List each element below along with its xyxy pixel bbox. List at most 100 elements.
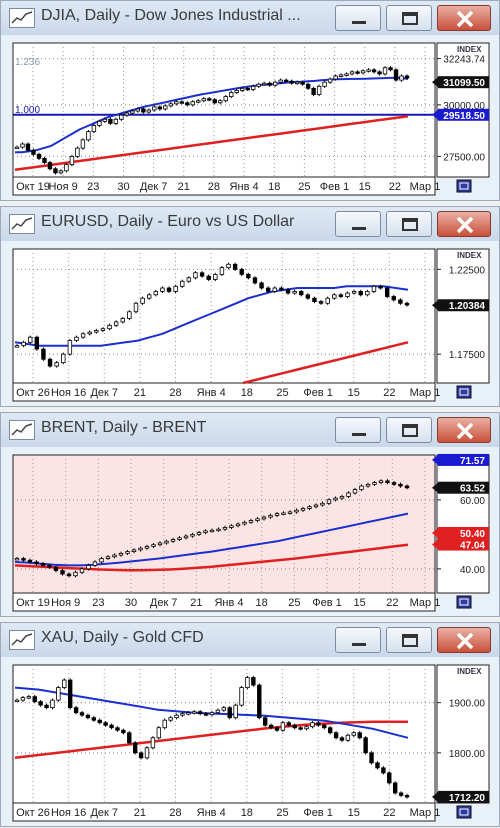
candle-body[interactable] bbox=[304, 726, 309, 730]
candle-body[interactable] bbox=[261, 82, 267, 86]
candle-body[interactable] bbox=[385, 480, 390, 484]
candle-body[interactable] bbox=[156, 727, 162, 739]
candle-body[interactable] bbox=[267, 82, 272, 86]
candle-body[interactable] bbox=[359, 485, 364, 490]
candle-body[interactable] bbox=[209, 712, 215, 716]
candle-body[interactable] bbox=[355, 71, 360, 74]
candle-body[interactable] bbox=[86, 131, 91, 141]
candle-body[interactable] bbox=[196, 100, 201, 103]
candle-body[interactable] bbox=[268, 724, 274, 729]
candle-body[interactable] bbox=[174, 101, 179, 105]
candle-body[interactable] bbox=[146, 109, 152, 113]
candle-body[interactable] bbox=[294, 509, 299, 513]
candle-body[interactable] bbox=[229, 92, 234, 98]
candle-body[interactable] bbox=[392, 782, 398, 794]
candle-body[interactable] bbox=[333, 497, 338, 501]
candle-body[interactable] bbox=[14, 558, 20, 561]
candle-body[interactable] bbox=[168, 103, 174, 107]
candle-body[interactable] bbox=[140, 297, 145, 304]
candle-body[interactable] bbox=[174, 714, 179, 719]
candle-body[interactable] bbox=[207, 98, 212, 101]
price-chart[interactable]: Окт 26 Ноя 16 Дек 7 21 28 Янв 4 18 25 Фев 1 15 22 М… bbox=[7, 245, 495, 408]
candle-body[interactable] bbox=[151, 544, 156, 547]
candle-body[interactable] bbox=[75, 147, 80, 157]
moving-average-blue[interactable] bbox=[15, 76, 409, 154]
candle-body[interactable] bbox=[21, 558, 26, 561]
candle-body[interactable] bbox=[246, 274, 251, 279]
candle-body[interactable] bbox=[127, 311, 132, 319]
candle-body[interactable] bbox=[144, 747, 150, 759]
chart-shift-icon[interactable] bbox=[456, 385, 472, 399]
candle-body[interactable] bbox=[339, 737, 345, 741]
candle-body[interactable] bbox=[349, 71, 355, 75]
candle-body[interactable] bbox=[179, 101, 184, 104]
candle-body[interactable] bbox=[371, 69, 377, 73]
candle-body[interactable] bbox=[365, 483, 371, 487]
candle-body[interactable] bbox=[240, 87, 245, 91]
candle-body[interactable] bbox=[125, 551, 130, 554]
candle-body[interactable] bbox=[388, 67, 393, 71]
candle-body[interactable] bbox=[42, 158, 47, 163]
price-chart[interactable]: Окт 26 Ноя 16 Дек 7 21 28 Янв 4 18 25 Фев 1 15 22 М… bbox=[7, 661, 495, 828]
candle-body[interactable] bbox=[147, 294, 152, 299]
candle-body[interactable] bbox=[256, 83, 261, 87]
candle-body[interactable] bbox=[67, 679, 73, 709]
candle-body[interactable] bbox=[345, 734, 351, 741]
candle-body[interactable] bbox=[312, 297, 317, 302]
candle-body[interactable] bbox=[280, 722, 286, 731]
chart-window-djia[interactable]: DJIA, Daily - Dow Jones Industrial ... Ок… bbox=[0, 0, 500, 201]
candle-body[interactable] bbox=[28, 336, 33, 343]
candle-body[interactable] bbox=[177, 537, 182, 540]
candle-body[interactable] bbox=[124, 112, 130, 116]
candle-body[interactable] bbox=[278, 79, 283, 83]
candle-body[interactable] bbox=[352, 489, 358, 494]
candle-body[interactable] bbox=[262, 717, 268, 726]
candle-body[interactable] bbox=[299, 291, 304, 296]
candle-body[interactable] bbox=[289, 80, 294, 84]
candle-body[interactable] bbox=[371, 285, 377, 292]
candle-body[interactable] bbox=[239, 268, 244, 275]
candle-body[interactable] bbox=[213, 274, 218, 280]
candle-body[interactable] bbox=[222, 527, 228, 530]
candle-body[interactable] bbox=[399, 75, 404, 81]
candle-body[interactable] bbox=[130, 110, 135, 114]
candle-body[interactable] bbox=[274, 513, 280, 516]
candle-body[interactable] bbox=[298, 727, 303, 730]
candle-body[interactable] bbox=[103, 722, 108, 726]
maximize-button[interactable] bbox=[386, 211, 432, 237]
candle-body[interactable] bbox=[94, 330, 99, 333]
candle-body[interactable] bbox=[199, 272, 205, 277]
moving-average-blue[interactable] bbox=[14, 512, 409, 567]
candle-body[interactable] bbox=[251, 677, 256, 686]
candle-body[interactable] bbox=[66, 573, 72, 577]
candle-body[interactable] bbox=[235, 523, 241, 527]
candle-body[interactable] bbox=[209, 529, 215, 533]
candle-body[interactable] bbox=[358, 291, 363, 296]
candle-body[interactable] bbox=[203, 530, 208, 534]
candle-body[interactable] bbox=[242, 521, 247, 525]
candle-body[interactable] bbox=[91, 717, 97, 721]
candle-body[interactable] bbox=[47, 565, 52, 568]
candle-body[interactable] bbox=[382, 67, 388, 75]
candle-body[interactable] bbox=[327, 78, 333, 83]
candle-body[interactable] bbox=[272, 81, 278, 86]
candle-body[interactable] bbox=[14, 345, 20, 348]
candle-body[interactable] bbox=[160, 287, 165, 292]
candle-body[interactable] bbox=[232, 263, 238, 270]
candle-body[interactable] bbox=[162, 719, 167, 729]
candle-body[interactable] bbox=[305, 294, 311, 299]
candle-body[interactable] bbox=[61, 353, 66, 364]
candle-body[interactable] bbox=[21, 341, 26, 347]
candle-body[interactable] bbox=[192, 711, 197, 714]
candle-body[interactable] bbox=[259, 282, 264, 289]
candle-body[interactable] bbox=[99, 558, 104, 563]
maximize-button[interactable] bbox=[386, 5, 432, 31]
candle-body[interactable] bbox=[166, 287, 172, 292]
candle-body[interactable] bbox=[85, 714, 91, 719]
candle-body[interactable] bbox=[20, 697, 26, 701]
minimize-button[interactable] bbox=[335, 5, 381, 31]
candle-body[interactable] bbox=[14, 146, 20, 150]
candle-body[interactable] bbox=[339, 496, 345, 499]
moving-average-blue[interactable] bbox=[14, 285, 409, 347]
candle-body[interactable] bbox=[107, 324, 112, 330]
